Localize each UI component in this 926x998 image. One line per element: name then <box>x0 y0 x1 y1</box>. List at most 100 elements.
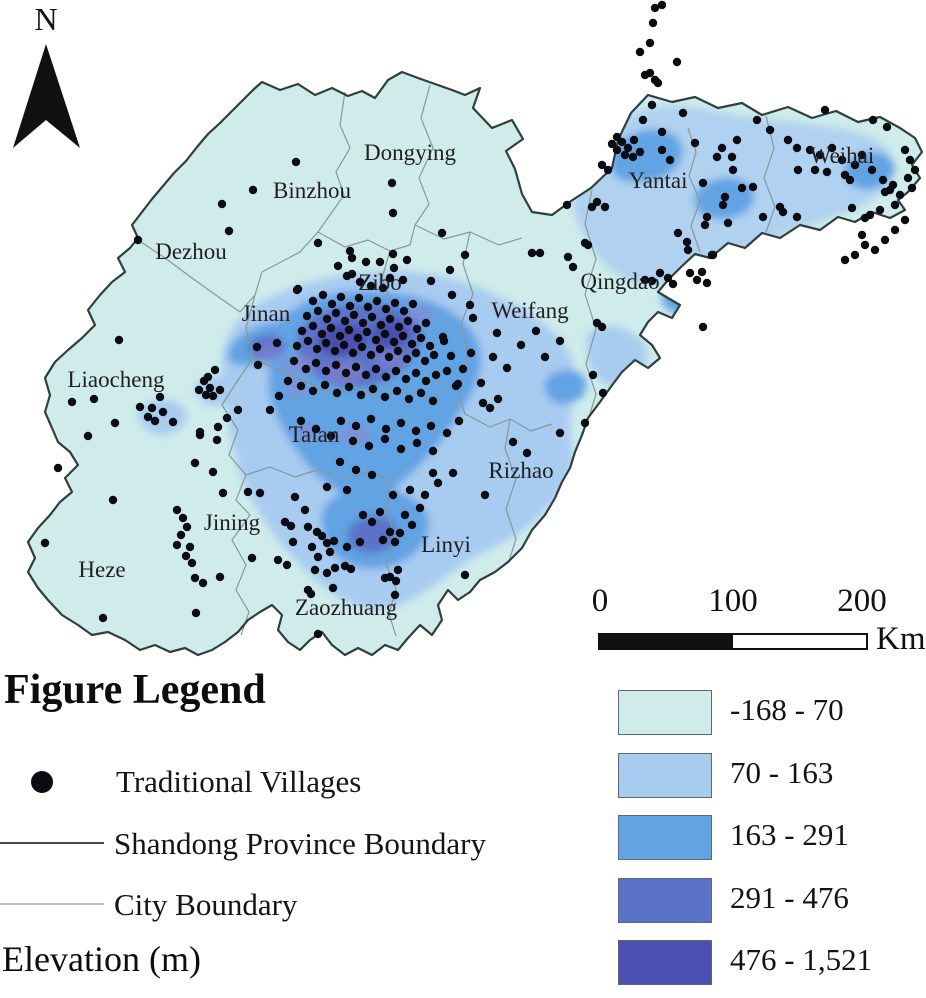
village-dot <box>322 568 332 578</box>
village-dot <box>635 147 645 157</box>
village-dot <box>147 403 157 413</box>
village-dot <box>265 405 275 415</box>
village-dot <box>336 416 346 426</box>
legend-title: Figure Legend <box>4 667 266 713</box>
village-dot <box>233 405 243 415</box>
village-dot <box>428 446 438 456</box>
city-boundary-symbol <box>0 903 104 905</box>
village-dot <box>792 143 802 153</box>
village-dot <box>668 279 678 289</box>
village-dot <box>190 458 200 468</box>
scale-unit: Km <box>876 621 926 657</box>
village-dot <box>273 555 283 565</box>
village-dot <box>415 503 425 513</box>
village-dot <box>344 325 354 335</box>
village-dot <box>342 485 352 495</box>
village-dot <box>758 212 768 222</box>
village-dot <box>385 314 395 324</box>
village-dot <box>133 235 143 245</box>
village-dot <box>890 200 900 210</box>
city-label-zaozhuang: Zaozhuang <box>295 595 398 620</box>
village-dot <box>194 385 204 395</box>
village-dot <box>765 125 775 135</box>
village-dot <box>683 245 693 255</box>
village-dot <box>335 331 345 341</box>
village-dot <box>396 418 406 428</box>
village-dot <box>308 296 318 306</box>
village-dot <box>692 275 702 285</box>
scale-tick-0: 0 <box>591 583 609 619</box>
village-dot <box>311 424 321 434</box>
village-dot <box>317 531 327 541</box>
village-dot <box>752 115 762 125</box>
village-dot <box>286 521 296 531</box>
village-dot <box>488 352 498 362</box>
village-dot <box>388 249 398 259</box>
village-dot <box>361 257 371 267</box>
village-dot <box>300 505 310 515</box>
village-dot <box>342 542 352 552</box>
village-dot <box>150 416 160 426</box>
village-dot <box>718 200 728 210</box>
village-dot <box>702 212 712 222</box>
village-dot <box>217 199 227 209</box>
village-dot <box>376 320 386 330</box>
village-dot <box>882 122 892 132</box>
village-dot <box>562 200 572 210</box>
village-dot <box>349 310 359 320</box>
village-dot <box>850 160 860 170</box>
elevation-range-label: -168 - 70 <box>730 692 844 727</box>
village-dot <box>380 573 390 583</box>
village-dot <box>421 318 431 328</box>
village-dot <box>650 3 660 13</box>
village-dot <box>592 197 602 207</box>
village-dot <box>442 366 452 376</box>
city-label-jinan: Jinan <box>242 301 291 326</box>
village-dots <box>40 0 920 639</box>
village-dot <box>328 583 338 593</box>
village-dot <box>297 326 307 336</box>
village-dot <box>865 210 875 220</box>
village-dot <box>172 505 182 515</box>
elevation-swatch <box>618 752 712 798</box>
village-dot <box>283 376 293 386</box>
village-dot <box>391 366 401 376</box>
village-dot <box>340 316 350 326</box>
village-dot <box>366 281 376 291</box>
village-dot <box>191 608 201 618</box>
village-dot <box>407 339 417 349</box>
scale-tick-100: 100 <box>708 583 758 619</box>
village-dot <box>815 150 825 160</box>
village-dot <box>394 322 404 332</box>
village-dot <box>702 278 712 288</box>
village-dot <box>390 590 400 600</box>
village-dot <box>845 175 855 185</box>
village-dot <box>322 482 332 492</box>
city-label-weifang: Weifang <box>491 298 569 323</box>
village-dot <box>628 152 638 162</box>
village-dot <box>185 542 195 552</box>
village-dot <box>212 435 222 445</box>
village-dot <box>218 488 228 498</box>
village-dot <box>783 135 793 145</box>
village-dot <box>492 328 502 338</box>
village-dot <box>645 68 655 78</box>
village-dot <box>362 327 372 337</box>
legend-item-city-boundary: City Boundary <box>114 887 298 922</box>
village-dot <box>447 290 457 300</box>
village-dot <box>252 342 262 352</box>
village-dot <box>388 490 398 500</box>
elevation-class-row: 70 - 163 <box>618 752 918 798</box>
village-dot <box>178 513 188 523</box>
village-dot <box>493 394 503 404</box>
village-dot <box>905 155 915 165</box>
village-dot <box>353 333 363 343</box>
village-dot <box>181 551 191 561</box>
village-dot <box>907 183 917 193</box>
village-dot <box>555 428 565 438</box>
village-dot <box>820 105 830 115</box>
village-dot <box>673 228 683 238</box>
village-dot <box>398 331 408 341</box>
village-dot <box>620 150 630 160</box>
village-dot <box>390 537 400 547</box>
